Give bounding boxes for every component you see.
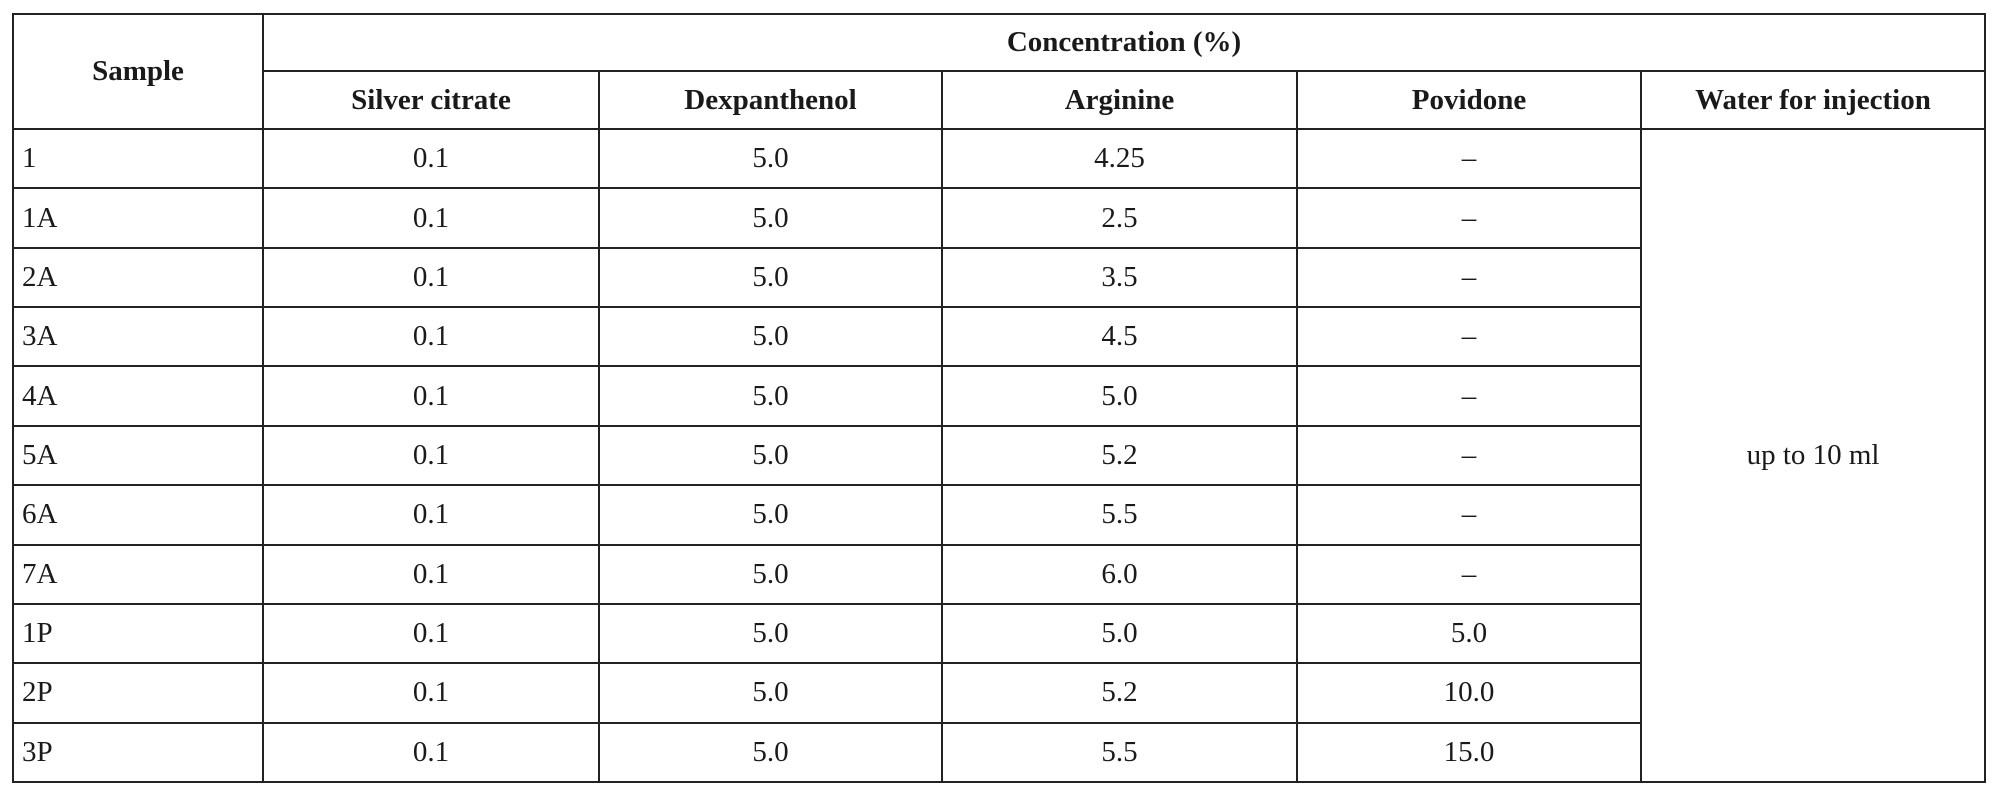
povidone-cell: – (1296, 246, 1642, 309)
sample-cell: 3P (12, 721, 264, 784)
sample-column-header: Sample (12, 13, 264, 130)
sample-cell: 7A (12, 543, 264, 605)
column-header-water-for-injection: Water for injection (1639, 70, 1987, 130)
povidone-cell: – (1296, 543, 1642, 605)
sample-cell: 4A (12, 365, 264, 427)
silver-citrate-cell: 0.1 (262, 424, 600, 487)
table-row: 1 0.1 5.0 4.25– up to 10 ml (12, 127, 1987, 783)
sample-cell: 3A (12, 306, 264, 368)
silver-citrate-cell: 0.1 (262, 306, 600, 368)
dexpanthenol-cell: 5.0 (598, 424, 943, 487)
silver-citrate-cell: 0.1 (262, 246, 600, 309)
table-body: 1 0.1 5.0 4.25– up to 10 ml 1A 0.1 5.0 2.5–2A 0.1… (12, 127, 1987, 784)
column-header-povidone: Povidone (1296, 70, 1642, 130)
dexpanthenol-cell: 5.0 (598, 484, 943, 546)
arginine-cell: 5.0 (941, 365, 1298, 427)
table-row: 2A 0.1 5.0 3.5– (12, 246, 1985, 309)
povidone-cell: – (1296, 365, 1642, 427)
arginine-cell: 6.0 (941, 543, 1298, 605)
povidone-cell: – (1296, 127, 1642, 190)
table-row: 3A 0.1 5.0 4.5– (12, 306, 1985, 368)
arginine-cell: 5.2 (941, 424, 1298, 487)
dexpanthenol-cell: 5.0 (598, 543, 943, 605)
concentration-group-header: Concentration (%) (261, 13, 1987, 72)
table-header: Sample Concentration (%) Silver citrate … (12, 13, 1987, 130)
dexpanthenol-cell: 5.0 (598, 306, 943, 368)
table-row: 7A 0.1 5.0 6.0– (12, 543, 1985, 605)
silver-citrate-cell: 0.1 (262, 602, 600, 665)
dexpanthenol-cell: 5.0 (598, 246, 943, 309)
silver-citrate-cell: 0.1 (262, 721, 600, 784)
sample-cell: 6A (12, 484, 264, 546)
dexpanthenol-cell: 5.0 (598, 187, 943, 249)
sample-cell: 5A (12, 424, 264, 487)
column-header-arginine: Arginine (941, 70, 1298, 130)
dexpanthenol-cell: 5.0 (598, 662, 943, 724)
silver-citrate-cell: 0.1 (262, 484, 600, 546)
povidone-cell: 5.0 (1296, 602, 1642, 665)
povidone-cell: 15.0 (1296, 721, 1642, 784)
dexpanthenol-cell: 5.0 (598, 127, 943, 190)
silver-citrate-cell: 0.1 (262, 127, 600, 190)
silver-citrate-cell: 0.1 (262, 662, 600, 724)
table-row: 3P 0.1 5.0 5.5 15.0 (12, 721, 1985, 784)
header-row-group: Sample Concentration (%) (12, 13, 1987, 130)
dexpanthenol-cell: 5.0 (598, 365, 943, 427)
header-row-columns: Silver citrate Dexpanthenol Arginine Pov… (13, 70, 1987, 130)
silver-citrate-cell: 0.1 (262, 365, 600, 427)
arginine-cell: 4.5 (941, 306, 1298, 368)
arginine-cell: 5.0 (941, 602, 1298, 665)
sample-cell: 2P (12, 662, 264, 724)
table-row: 2P 0.1 5.0 5.2 10.0 (12, 662, 1985, 724)
dexpanthenol-cell: 5.0 (598, 721, 943, 784)
column-header-silver-citrate: Silver citrate (262, 70, 600, 130)
dexpanthenol-cell: 5.0 (598, 602, 943, 665)
arginine-cell: 4.25 (941, 127, 1298, 190)
povidone-cell: – (1296, 187, 1642, 249)
table-row: 5A 0.1 5.0 5.2– (12, 424, 1985, 487)
povidone-cell: – (1296, 484, 1642, 546)
table-row: 4A 0.1 5.0 5.0– (12, 365, 1985, 427)
arginine-cell: 3.5 (941, 246, 1298, 309)
arginine-cell: 5.5 (941, 484, 1298, 546)
arginine-cell: 5.2 (941, 662, 1298, 724)
concentration-table: Sample Concentration (%) Silver citrate … (12, 13, 1987, 784)
table-row: 6A 0.1 5.0 5.5– (12, 484, 1985, 546)
sample-cell: 2A (12, 246, 264, 309)
sample-cell: 1P (12, 602, 264, 665)
sample-cell: 1A (12, 187, 264, 249)
sample-cell: 1 (12, 127, 264, 190)
column-header-dexpanthenol: Dexpanthenol (598, 70, 943, 130)
silver-citrate-cell: 0.1 (262, 543, 600, 605)
arginine-cell: 5.5 (941, 721, 1298, 784)
silver-citrate-cell: 0.1 (262, 187, 600, 249)
povidone-cell: 10.0 (1296, 662, 1642, 724)
water-for-injection-cell: up to 10 ml (1639, 128, 1987, 783)
arginine-cell: 2.5 (941, 187, 1298, 249)
table-row: 1P 0.1 5.0 5.0 5.0 (12, 602, 1985, 665)
povidone-cell: – (1296, 424, 1642, 487)
povidone-cell: – (1296, 306, 1642, 368)
table-row: 1A 0.1 5.0 2.5– (12, 187, 1985, 249)
